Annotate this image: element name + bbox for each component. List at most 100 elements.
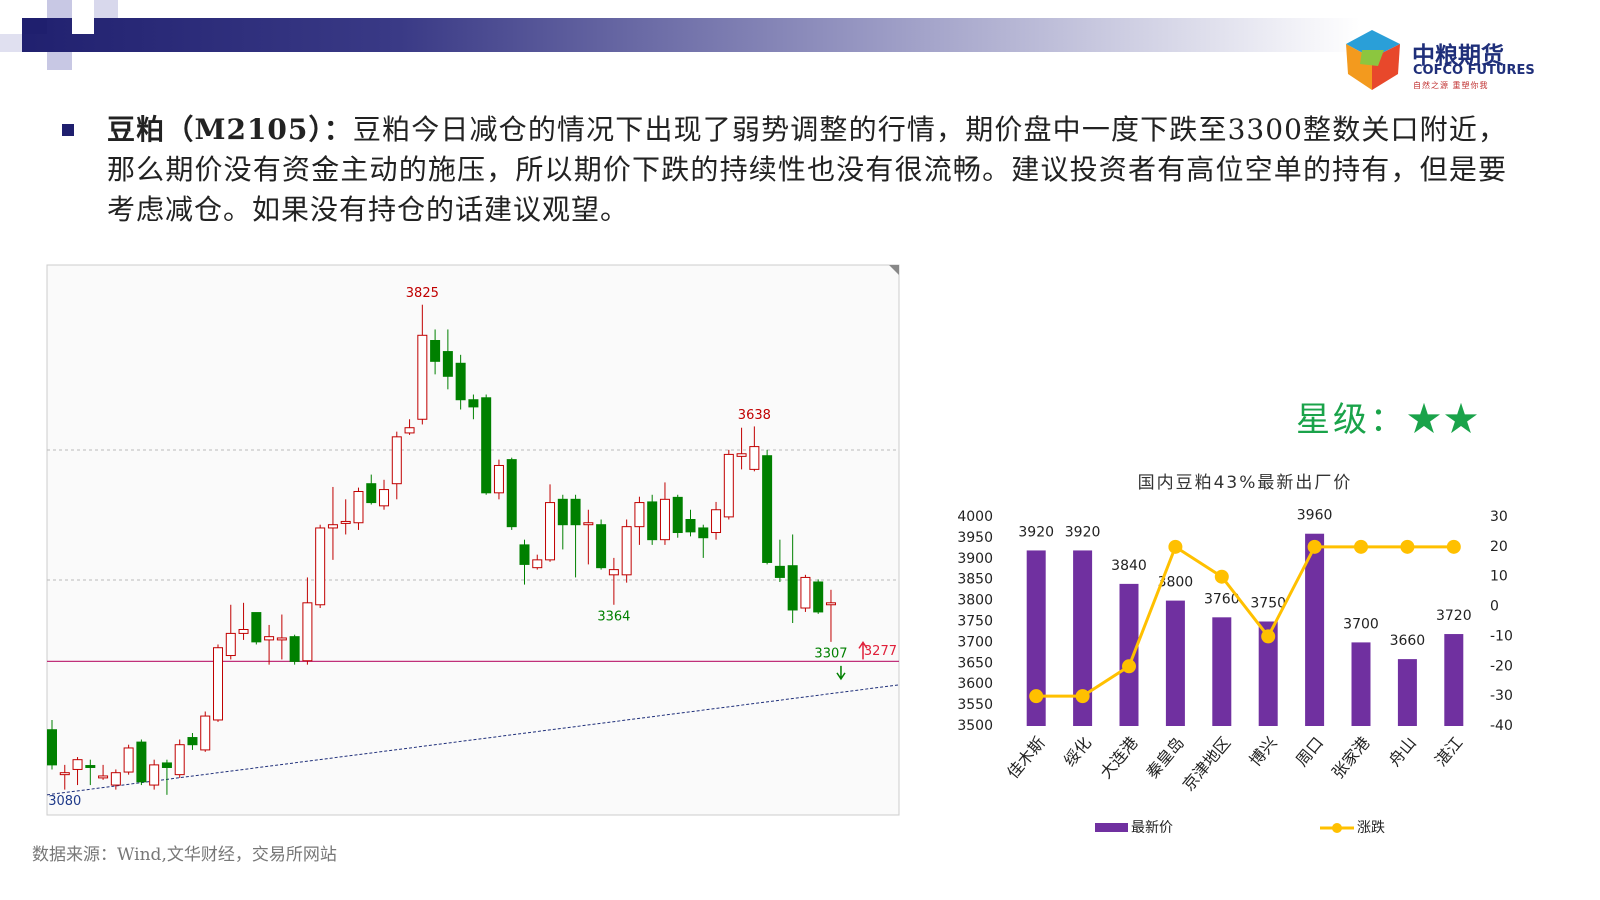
bar — [1305, 533, 1325, 726]
x-tick-label: 湛江 — [1431, 733, 1466, 770]
candle-body — [98, 775, 109, 779]
candle-body — [825, 602, 836, 606]
decor — [47, 0, 72, 18]
line-point — [1354, 539, 1368, 554]
arrow — [836, 665, 846, 681]
legend-label: 最新价 — [1131, 820, 1173, 836]
bar — [1258, 621, 1278, 726]
logo-slogan: 自然之源 重塑你我 — [1413, 81, 1489, 90]
bar-label: 3840 — [1111, 558, 1147, 574]
legend-swatch — [1095, 823, 1128, 832]
bar — [1026, 550, 1046, 726]
x-tick-label: 张家港 — [1328, 733, 1373, 782]
candle-body — [110, 772, 121, 786]
candle-panel — [46, 264, 900, 816]
line-point — [1261, 629, 1276, 644]
bar-label: 3660 — [1390, 633, 1426, 649]
candle-body — [161, 762, 172, 768]
candle-body — [519, 544, 530, 565]
bar — [1212, 617, 1232, 726]
bar-label: 3720 — [1436, 608, 1472, 624]
y-tick-label: 3850 — [957, 572, 993, 588]
y2-tick-label: 30 — [1490, 509, 1508, 525]
legend-label: 涨跌 — [1357, 820, 1385, 836]
candle-body — [251, 612, 262, 643]
y-tick-label: 3500 — [957, 718, 993, 734]
corner — [889, 265, 899, 275]
line-point — [1446, 539, 1461, 554]
bar-label: 3960 — [1297, 508, 1333, 524]
candle-body — [787, 565, 798, 611]
bar-label: 3750 — [1250, 596, 1286, 612]
y2-tick-label: 0 — [1490, 599, 1499, 615]
candle-body — [698, 527, 709, 539]
logo-cube — [1346, 30, 1400, 90]
candle-body — [353, 491, 364, 524]
bar — [1119, 583, 1139, 726]
candle-body — [532, 559, 543, 569]
y2-tick-label: -30 — [1490, 688, 1513, 704]
annotation: 3364 — [597, 609, 630, 624]
x-tick-label: 绥化 — [1060, 733, 1095, 770]
candle-body — [149, 764, 160, 786]
bullet-marker — [62, 124, 74, 136]
candle-body — [608, 569, 619, 576]
candle-body — [340, 520, 351, 524]
candle-body — [315, 527, 326, 606]
candle-body — [749, 446, 760, 470]
line-point — [1400, 539, 1415, 554]
y2-tick-label: -20 — [1490, 658, 1513, 674]
candle-body — [557, 498, 568, 526]
y-tick-label: 3950 — [957, 530, 993, 546]
y-tick-label: 3600 — [957, 676, 993, 692]
x-tick-label: 舟山 — [1385, 733, 1420, 770]
candle-body — [72, 759, 83, 770]
line-point — [1122, 659, 1136, 674]
decor — [0, 18, 22, 34]
paragraph: 豆粕（M2105）：豆粕今日减仓的情况下出现了弱势调整的行情，期价盘中一度下跌至… — [107, 110, 1507, 230]
candle-body — [647, 501, 658, 541]
bar-label: 3920 — [1065, 524, 1101, 540]
candle-body — [417, 334, 428, 420]
arrow — [858, 641, 868, 660]
decor — [47, 52, 72, 70]
candle-body — [47, 729, 57, 766]
candle-body — [136, 741, 147, 783]
x-tick-label: 周口 — [1292, 733, 1327, 770]
chart-title: 国内豆粕43%最新出厂价 — [1138, 473, 1353, 493]
candle-body — [596, 524, 607, 569]
decor — [94, 0, 118, 18]
candle-body — [800, 576, 811, 609]
candle-body — [430, 340, 441, 362]
decor — [72, 18, 94, 34]
trendline — [46, 684, 900, 796]
candle-body — [672, 496, 683, 534]
annotation: 3825 — [406, 286, 439, 301]
candle-body — [225, 632, 236, 657]
candle-body — [302, 602, 313, 662]
y-tick-label: 3700 — [957, 634, 993, 650]
candle-body — [711, 509, 722, 534]
logo-text: 中粮期货 — [1412, 43, 1504, 69]
x-tick-label: 秦皇岛 — [1142, 733, 1187, 782]
y-tick-label: 3900 — [957, 551, 993, 567]
candle-body — [506, 459, 517, 528]
candle-body — [634, 502, 645, 528]
annotation: 3080 — [48, 794, 81, 809]
paragraph-text: 豆粕今日减仓的情况下出现了弱势调整的行情，期价盘中一度下跌至3300整数关口附近… — [107, 113, 1507, 226]
candle-body — [289, 636, 300, 662]
x-tick-label: 佳木斯 — [1003, 733, 1048, 782]
candle-body — [570, 498, 581, 526]
line-point — [1029, 689, 1044, 704]
candle-body — [621, 526, 632, 576]
rating: 星级：★★ — [1296, 400, 1481, 440]
line-point — [1307, 539, 1322, 554]
y-tick-label: 3750 — [957, 614, 993, 630]
line-point — [1168, 539, 1183, 554]
candle-body — [813, 581, 824, 613]
candle-body — [276, 637, 287, 641]
decor — [22, 18, 47, 34]
candle-body — [493, 464, 504, 494]
y2-tick-label: -10 — [1490, 628, 1513, 644]
